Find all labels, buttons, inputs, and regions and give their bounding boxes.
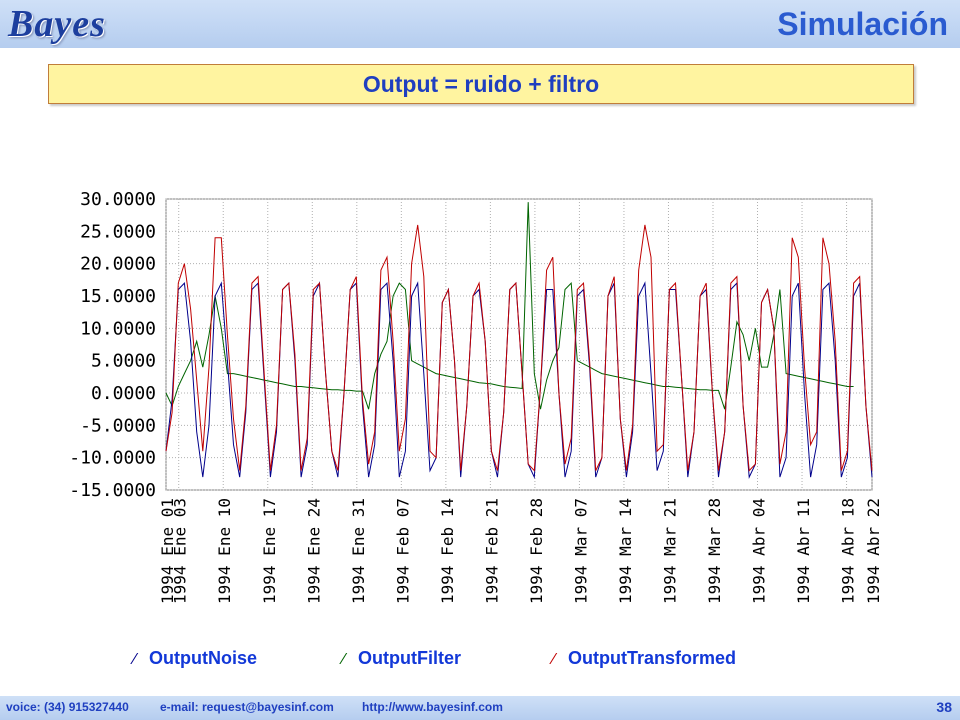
y-tick-label: -10.0000 [69,448,156,469]
x-tick-label: 1994 Mar 28 [705,498,724,604]
series-line-noise [165,281,873,480]
x-tick-label: 1994 Abr 22 [864,498,883,604]
slide-title: Simulación [777,6,948,42]
x-tick-label: 1994 Ene 01 [158,498,177,604]
x-tick-label: 1994 Ene 10 [215,498,234,604]
y-tick-label: 25.0000 [80,221,156,242]
y-tick-label: 20.0000 [80,254,156,275]
bayes-logo: Bayes [8,3,106,45]
series-line-filter [165,202,854,410]
legend-label-noise: OutputNoise [149,648,257,668]
x-tick-label: 1994 Feb 14 [438,498,457,604]
x-tick-label: 1994 Ene 17 [260,498,279,604]
legend-label-filter: OutputFilter [358,648,461,668]
x-tick-label: 1994 Abr 11 [794,498,813,604]
x-tick-label: 1994 Abr 04 [750,498,769,604]
y-tick-label: 30.0000 [80,189,156,210]
y-tick-label: -5.0000 [80,415,156,436]
x-tick-label: 1994 Feb 07 [393,498,412,604]
x-tick-label: 1994 Mar 14 [616,498,635,604]
x-tick-label: 1994 Mar 21 [660,498,679,604]
chart-legend: ⁄ OutputNoise ⁄ OutputFilter ⁄ OutputTra… [0,648,960,672]
x-tick-label: 1994 Mar 07 [571,498,590,604]
legend-label-transformed: OutputTransformed [568,648,737,668]
x-tick-label: 1994 Feb 28 [527,498,546,604]
legend-line-icon: ⁄ [342,649,345,668]
line-chart: 30.0000 25.0000 20.0000 15.0000 10.0000 5.000… [69,189,883,604]
footer-web-link[interactable]: http://www.bayesinf.com [362,700,503,714]
y-tick-label: 15.0000 [80,286,156,307]
page-number: 38 [936,699,952,715]
subtitle-box: Output = ruido + filtro [48,64,914,104]
y-tick-label: 5.0000 [91,351,156,372]
footer-voice: voice: (34) 915327440 [6,700,129,714]
x-tick-label: 1994 Ene 03 [171,498,190,604]
x-tick-label: 1994 Abr 18 [839,498,858,604]
x-tick-label: 1994 Ene 24 [304,498,323,604]
series-line-transformed [165,224,873,472]
footer-bar: voice: (34) 915327440 e-mail: request@ba… [0,696,960,720]
x-tick-label: 1994 Ene 31 [349,498,368,604]
y-tick-label: 10.0000 [80,318,156,339]
x-tick-label: 1994 Feb 21 [482,498,501,604]
plot-frame [165,198,873,491]
legend-line-icon: ⁄ [133,649,136,668]
header-bar: Bayes Simulación [0,0,960,48]
y-tick-label: -15.0000 [69,480,156,501]
footer-email[interactable]: e-mail: request@bayesinf.com [160,700,334,714]
y-tick-label: 0.0000 [91,383,156,404]
legend-line-icon: ⁄ [552,649,555,668]
legend-item-noise: ⁄ OutputNoise [133,648,257,669]
legend-item-transformed: ⁄ OutputTransformed [552,648,736,669]
legend-item-filter: ⁄ OutputFilter [342,648,461,669]
